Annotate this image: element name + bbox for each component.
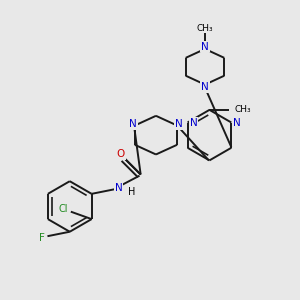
Text: H: H <box>128 188 135 197</box>
Text: CH₃: CH₃ <box>197 24 213 33</box>
Text: N: N <box>201 42 209 52</box>
Text: Cl: Cl <box>58 204 68 214</box>
Text: N: N <box>130 119 137 129</box>
Text: N: N <box>115 183 122 193</box>
Text: N: N <box>233 118 241 128</box>
Text: O: O <box>117 149 125 159</box>
Text: N: N <box>175 119 182 129</box>
Text: N: N <box>190 118 197 128</box>
Text: F: F <box>39 233 45 243</box>
Text: CH₃: CH₃ <box>235 105 251 114</box>
Text: N: N <box>201 82 209 92</box>
